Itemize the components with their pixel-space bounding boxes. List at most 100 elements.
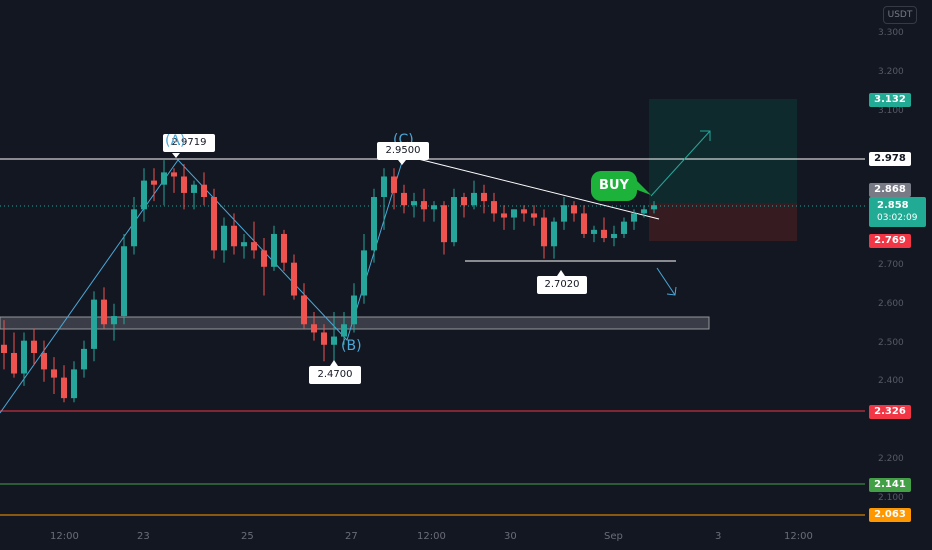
down-arrow[interactable] [656,267,677,296]
bullish-candle [371,197,377,251]
bullish-candle [21,340,27,374]
bullish-candle [221,225,227,251]
x-tick-label: Sep [604,531,623,542]
bearish-candle [521,209,527,214]
resistance-price-chip[interactable]: 2.978 [869,152,911,166]
bullish-candle [381,176,387,198]
candle-countdown: 03:02:09 [877,213,918,223]
bullish-candle [81,348,87,370]
bullish-candle [641,209,647,214]
bullish-candle [621,221,627,234]
bullish-candle [511,209,517,218]
up-arrow[interactable] [650,130,711,197]
bearish-candle [61,377,67,399]
bearish-candle [31,340,37,353]
current-price-chip[interactable]: 2.858 03:02:09 [869,197,926,227]
bullish-candle [271,233,277,267]
x-tick-label: 30 [504,531,517,542]
y-tick-label: 2.400 [878,376,904,386]
bearish-candle [321,332,327,345]
bullish-candle [161,172,167,185]
bullish-candle [361,250,367,296]
bearish-candle [481,192,487,202]
bullish-candle [631,213,637,222]
buy-callout[interactable]: BUY [591,171,637,201]
entry-price-chip[interactable]: 2.868 [869,183,911,197]
wave-c-pointer [398,160,406,165]
bearish-candle [581,213,587,234]
y-tick-label: 3.300 [878,28,904,38]
bearish-candle [261,250,267,267]
bullish-candle [141,180,147,210]
y-tick-label: 2.700 [878,260,904,270]
bearish-candle [501,213,507,218]
bearish-candle [601,229,607,239]
wave-b-label: (B) [341,338,362,354]
bullish-candle [651,205,657,210]
support-orange-price-chip[interactable]: 2.063 [869,508,911,522]
y-tick-label: 2.200 [878,454,904,464]
low-price-label[interactable]: 2.7020 [537,276,587,294]
y-tick-label: 2.600 [878,299,904,309]
y-tick-label: 2.500 [878,338,904,348]
x-tick-label: 12:00 [50,531,79,542]
bearish-candle [251,242,257,251]
bullish-candle [91,299,97,349]
bullish-candle [591,229,597,234]
currency-label[interactable]: USDT [883,6,917,24]
bearish-candle [301,295,307,325]
bullish-candle [241,242,247,247]
candles [1,160,657,403]
take-profit-zone[interactable] [649,99,797,203]
bullish-candle [351,295,357,325]
support-red-price-chip[interactable]: 2.326 [869,405,911,419]
wave-a-pointer [172,153,180,158]
support-green-price-chip[interactable]: 2.141 [869,478,911,492]
bearish-candle [541,217,547,247]
bearish-candle [531,213,537,218]
y-tick-label: 3.200 [878,67,904,77]
bearish-candle [11,352,17,374]
bearish-candle [491,201,497,214]
x-tick-label: 25 [241,531,254,542]
bearish-candle [441,205,447,243]
y-tick-label: 3.100 [878,106,904,116]
bullish-candle [341,324,347,337]
bearish-candle [391,176,397,193]
target-price-chip[interactable]: 3.132 [869,93,911,107]
bearish-candle [171,172,177,177]
bullish-candle [191,184,197,193]
stop-price-chip[interactable]: 2.769 [869,234,911,248]
x-tick-label: 23 [137,531,150,542]
bearish-candle [51,369,57,378]
bearish-candle [151,180,157,185]
x-tick-label: 12:00 [417,531,446,542]
wave-b-pointer [330,360,338,366]
bullish-candle [71,369,77,399]
x-tick-label: 27 [345,531,358,542]
bullish-candle [551,221,557,247]
x-tick-label: 3 [715,531,722,542]
current-price-value: 2.858 [877,200,909,211]
stop-loss-zone[interactable] [649,203,797,241]
wave-a-price-label[interactable]: 2.9719 [163,134,215,152]
wave-c-price-label[interactable]: 2.9500 [377,142,429,160]
bearish-candle [401,192,407,206]
bullish-candle [331,336,337,345]
bearish-candle [281,233,287,263]
bearish-candle [101,299,107,325]
bearish-candle [41,352,47,370]
bearish-candle [211,197,217,251]
bearish-candle [421,201,427,210]
bearish-candle [231,225,237,247]
bearish-candle [311,324,317,333]
bullish-candle [471,192,477,206]
descending-trendline[interactable] [401,154,660,220]
wave-a-label: (A) [165,133,186,149]
bearish-candle [291,262,297,296]
bullish-candle [121,246,127,317]
bullish-candle [431,205,437,210]
wave-b-price-label[interactable]: 2.4700 [309,366,361,384]
bullish-candle [131,209,137,247]
